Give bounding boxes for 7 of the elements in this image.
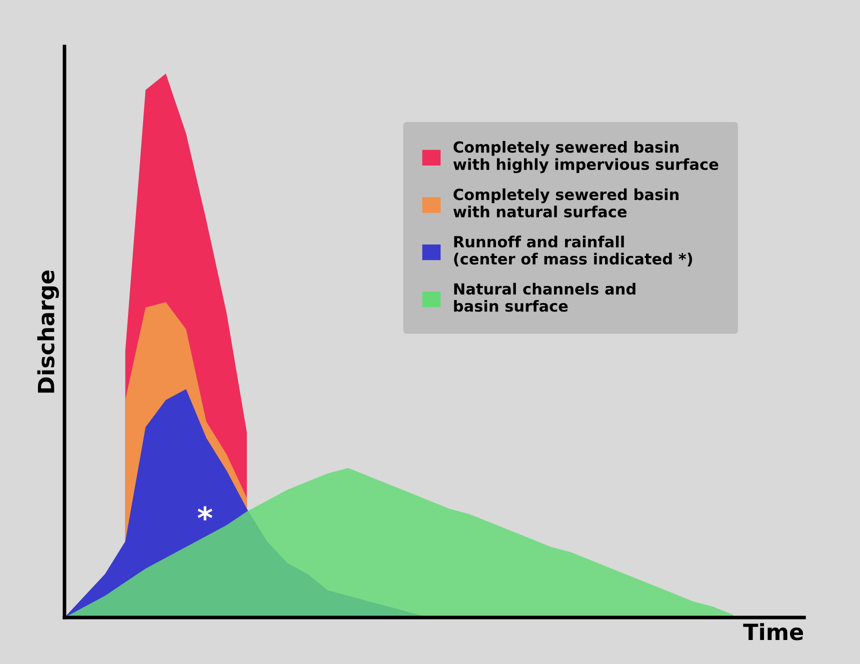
annotation: * (198, 506, 212, 520)
y-axis-title: Discharge (37, 270, 59, 393)
x-axis-title: Time (743, 623, 804, 640)
legend-label: Natural channels and basin surface (454, 282, 636, 312)
legend-label: Runnoff and rainfall (center of mass indicated *) (454, 236, 692, 266)
legend-label: Completely sewered basin with highly impervious surface (453, 140, 718, 174)
legend-label: Completely sewered basin with natural surface (453, 188, 679, 218)
